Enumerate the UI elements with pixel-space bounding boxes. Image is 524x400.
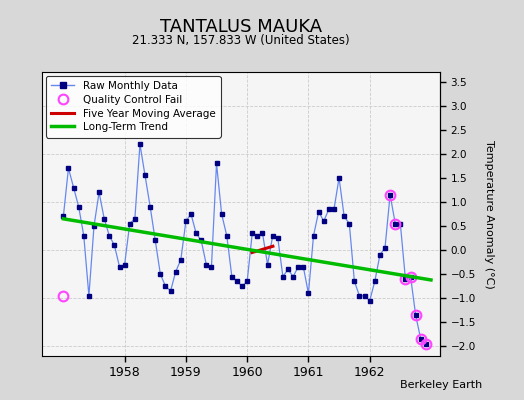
Quality Control Fail [423,342,429,346]
Five Year Moving Average [270,244,276,249]
Text: Berkeley Earth: Berkeley Earth [400,380,482,390]
Quality Control Fail [408,274,414,279]
Line: Quality Control Fail: Quality Control Fail [59,190,431,349]
Text: 21.333 N, 157.833 W (United States): 21.333 N, 157.833 W (United States) [132,34,350,47]
Quality Control Fail [392,221,398,226]
Quality Control Fail [412,313,419,318]
Quality Control Fail [60,294,67,298]
Five Year Moving Average [249,250,255,255]
Text: TANTALUS MAUKA: TANTALUS MAUKA [160,18,322,36]
Line: Five Year Moving Average: Five Year Moving Average [252,246,273,252]
Y-axis label: Temperature Anomaly (°C): Temperature Anomaly (°C) [484,140,494,288]
Quality Control Fail [418,337,424,342]
Quality Control Fail [402,276,409,281]
Legend: Raw Monthly Data, Quality Control Fail, Five Year Moving Average, Long-Term Tren: Raw Monthly Data, Quality Control Fail, … [46,76,221,138]
Quality Control Fail [387,192,393,197]
